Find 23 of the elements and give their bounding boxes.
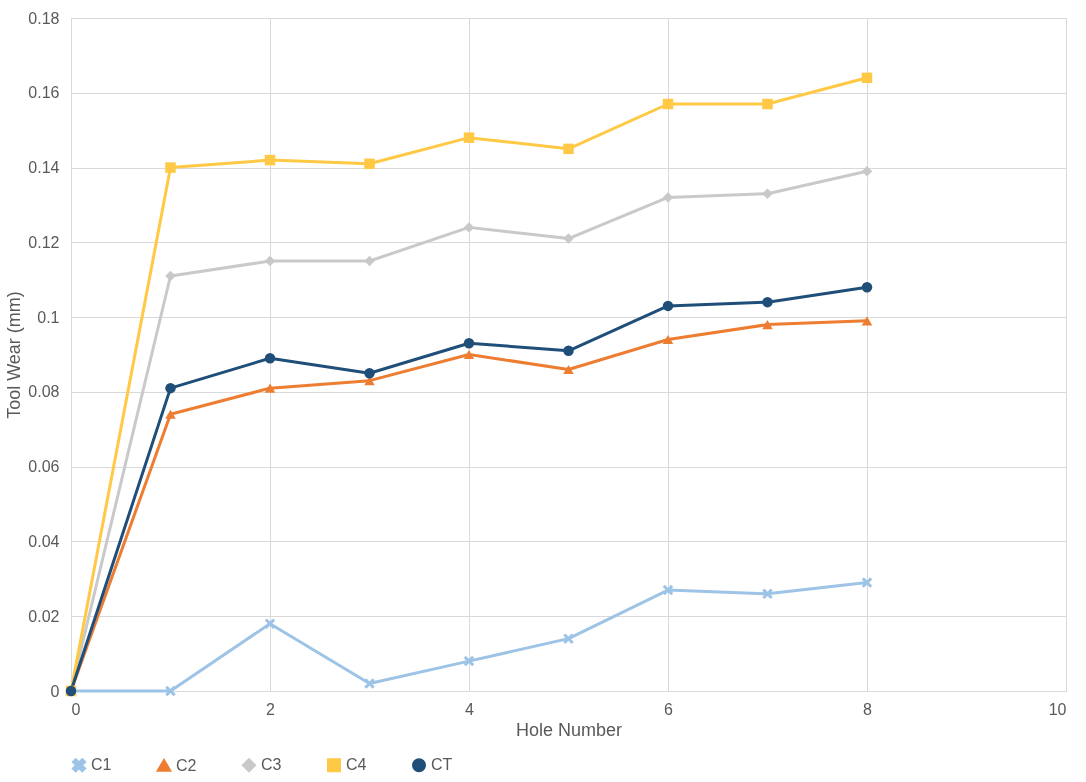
x-tick-label: 4 [465,700,475,718]
y-tick-label: 0.02 [28,607,60,625]
y-tick-label: 0.18 [28,9,60,27]
x-tick-label: 2 [266,700,276,718]
x-tick-label: 6 [664,700,674,718]
y-tick-label: 0 [50,682,60,700]
x-axis-title: Hole Number [515,719,623,740]
y-tick-label: 0.16 [28,84,60,102]
legend-label: C3 [261,756,282,774]
y-tick-label: 0.12 [28,233,60,251]
x-tick-label: 8 [863,700,873,718]
y-axis-title: Tool Wear (mm) [4,291,25,419]
x-tick-label: 10 [1048,700,1067,718]
y-tick-label: 0.08 [28,383,60,401]
y-tick-label: 0.06 [28,458,60,476]
y-tick-label: 0.1 [37,308,60,326]
legend-label: C1 [91,756,112,774]
legend-label: CT [431,756,453,774]
legend-label: C2 [176,756,197,774]
x-tick-label: 0 [71,700,81,718]
y-tick-label: 0.14 [28,159,60,177]
legend-label: C4 [346,756,367,774]
y-tick-label: 0.04 [28,532,60,550]
